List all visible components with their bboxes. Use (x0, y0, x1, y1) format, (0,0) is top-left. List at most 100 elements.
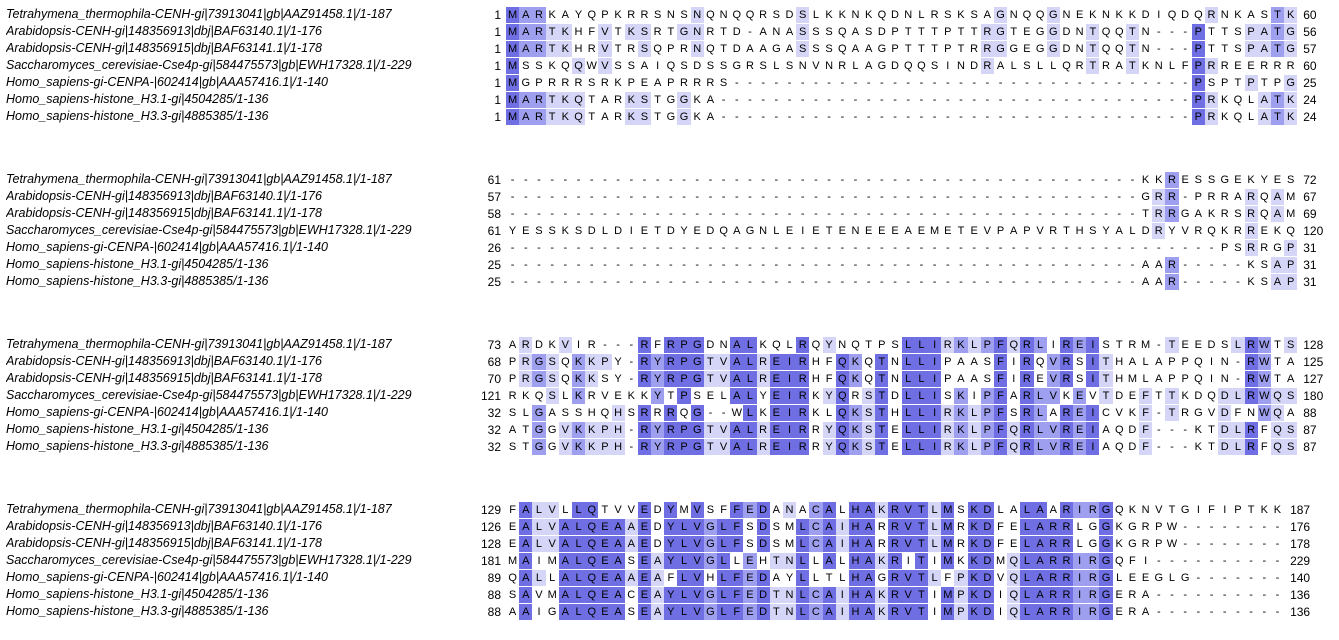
residue-cell[interactable]: R (838, 59, 847, 72)
residue-cell[interactable]: R (532, 23, 546, 40)
residue-cell[interactable]: P (677, 421, 691, 438)
residue-cell[interactable]: N (690, 23, 704, 40)
residue-cell[interactable]: K (627, 389, 635, 402)
gap-cell[interactable]: - (669, 190, 673, 203)
gap-cell[interactable]: - (563, 207, 568, 220)
gap-cell[interactable]: - (1077, 76, 1082, 89)
gap-cell[interactable]: - (998, 93, 1003, 106)
residue-cell[interactable]: W (1166, 537, 1178, 550)
residue-cell[interactable]: Q (1286, 224, 1295, 237)
sequence-residues[interactable]: ----------------------------------------… (506, 273, 1298, 290)
gap-cell[interactable]: - (1064, 76, 1069, 89)
residue-cell[interactable]: E (743, 569, 757, 586)
residue-cell[interactable]: S (706, 503, 715, 516)
residue-cell[interactable]: D (756, 569, 770, 586)
gap-cell[interactable]: - (603, 173, 607, 186)
gap-cell[interactable]: - (1209, 275, 1214, 288)
residue-cell[interactable]: A (730, 387, 744, 404)
gap-cell[interactable]: - (893, 93, 897, 106)
residue-cell[interactable]: N (719, 8, 728, 21)
residue-cell[interactable]: M (506, 108, 520, 125)
gap-cell[interactable]: - (682, 241, 686, 254)
gap-cell[interactable]: - (1143, 93, 1148, 106)
gap-cell[interactable]: - (1170, 588, 1174, 601)
gap-cell[interactable]: - (853, 173, 858, 186)
residue-cell[interactable]: V (1046, 353, 1060, 370)
residue-cell[interactable]: Q (1007, 569, 1021, 586)
residue-cell[interactable]: F (1234, 406, 1242, 419)
residue-cell[interactable]: A (611, 535, 625, 552)
residue-cell[interactable]: F (730, 569, 744, 586)
gap-cell[interactable]: - (537, 190, 541, 203)
gap-cell[interactable]: - (1222, 275, 1227, 288)
residue-cell[interactable]: F (730, 518, 744, 535)
gap-cell[interactable]: - (1196, 554, 1201, 567)
residue-cell[interactable]: A (561, 8, 570, 21)
residue-cell[interactable]: D (1194, 389, 1203, 402)
residue-cell[interactable]: K (693, 110, 701, 123)
gap-cell[interactable]: - (787, 207, 792, 220)
residue-cell[interactable]: R (756, 438, 770, 455)
residue-cell[interactable]: Q (1207, 389, 1216, 402)
residue-cell[interactable]: S (653, 8, 662, 21)
residue-cell[interactable]: M (995, 554, 1006, 567)
gap-cell[interactable]: - (748, 207, 752, 220)
residue-cell[interactable]: A (558, 569, 572, 586)
residue-cell[interactable]: A (519, 501, 533, 518)
residue-cell[interactable]: P (1191, 40, 1205, 57)
gap-cell[interactable]: - (893, 76, 897, 89)
gap-cell[interactable]: - (945, 173, 950, 186)
residue-cell[interactable]: P (1221, 76, 1229, 89)
residue-cell[interactable]: D (1141, 224, 1150, 237)
gap-cell[interactable]: - (866, 190, 871, 203)
gap-cell[interactable]: - (800, 110, 805, 123)
gap-cell[interactable]: - (840, 110, 845, 123)
gap-cell[interactable]: - (1222, 537, 1227, 550)
residue-cell[interactable]: Y (508, 224, 517, 237)
residue-cell[interactable]: L (532, 535, 546, 552)
residue-cell[interactable]: K (1155, 173, 1163, 186)
sequence-label[interactable]: Homo_sapiens-histone_H3.1-gi|4504285/1-1… (6, 587, 269, 601)
residue-cell[interactable]: V (717, 353, 731, 370)
residue-cell[interactable]: I (1086, 421, 1100, 438)
residue-cell[interactable]: R (1220, 207, 1229, 220)
gap-cell[interactable]: - (708, 241, 713, 254)
residue-cell[interactable]: T (875, 387, 889, 404)
residue-cell[interactable]: E (769, 404, 783, 421)
residue-cell[interactable]: K (954, 336, 968, 353)
residue-cell[interactable]: S (637, 108, 652, 125)
gap-cell[interactable]: - (523, 241, 528, 254)
gap-cell[interactable]: - (1051, 190, 1056, 203)
gap-cell[interactable]: - (866, 258, 871, 271)
residue-cell[interactable]: V (1181, 224, 1189, 237)
residue-cell[interactable]: E (1194, 338, 1203, 351)
residue-cell[interactable]: T (588, 110, 596, 123)
gap-cell[interactable]: - (787, 190, 792, 203)
residue-cell[interactable]: L (967, 438, 981, 455)
gap-cell[interactable]: - (1209, 588, 1214, 601)
residue-cell[interactable]: T (825, 571, 833, 584)
residue-cell[interactable]: L (928, 569, 942, 586)
residue-cell[interactable]: R (637, 421, 652, 438)
gap-cell[interactable]: - (906, 93, 911, 106)
gap-cell[interactable]: - (814, 241, 818, 254)
residue-cell[interactable]: G (666, 93, 676, 106)
gap-cell[interactable]: - (827, 241, 831, 254)
gap-cell[interactable]: - (919, 258, 924, 271)
gap-cell[interactable]: - (1183, 520, 1187, 533)
residue-cell[interactable]: K (954, 387, 968, 404)
residue-cell[interactable]: N (1141, 25, 1150, 38)
residue-cell[interactable]: A (864, 42, 873, 55)
residue-cell[interactable]: R (587, 42, 596, 55)
residue-cell[interactable]: Q (1114, 423, 1124, 436)
gap-cell[interactable]: - (550, 241, 554, 254)
residue-cell[interactable]: K (558, 40, 572, 57)
gap-cell[interactable]: - (1236, 571, 1240, 584)
residue-cell[interactable]: R (811, 423, 820, 436)
gap-cell[interactable]: - (959, 76, 963, 89)
gap-cell[interactable]: - (1117, 110, 1122, 123)
